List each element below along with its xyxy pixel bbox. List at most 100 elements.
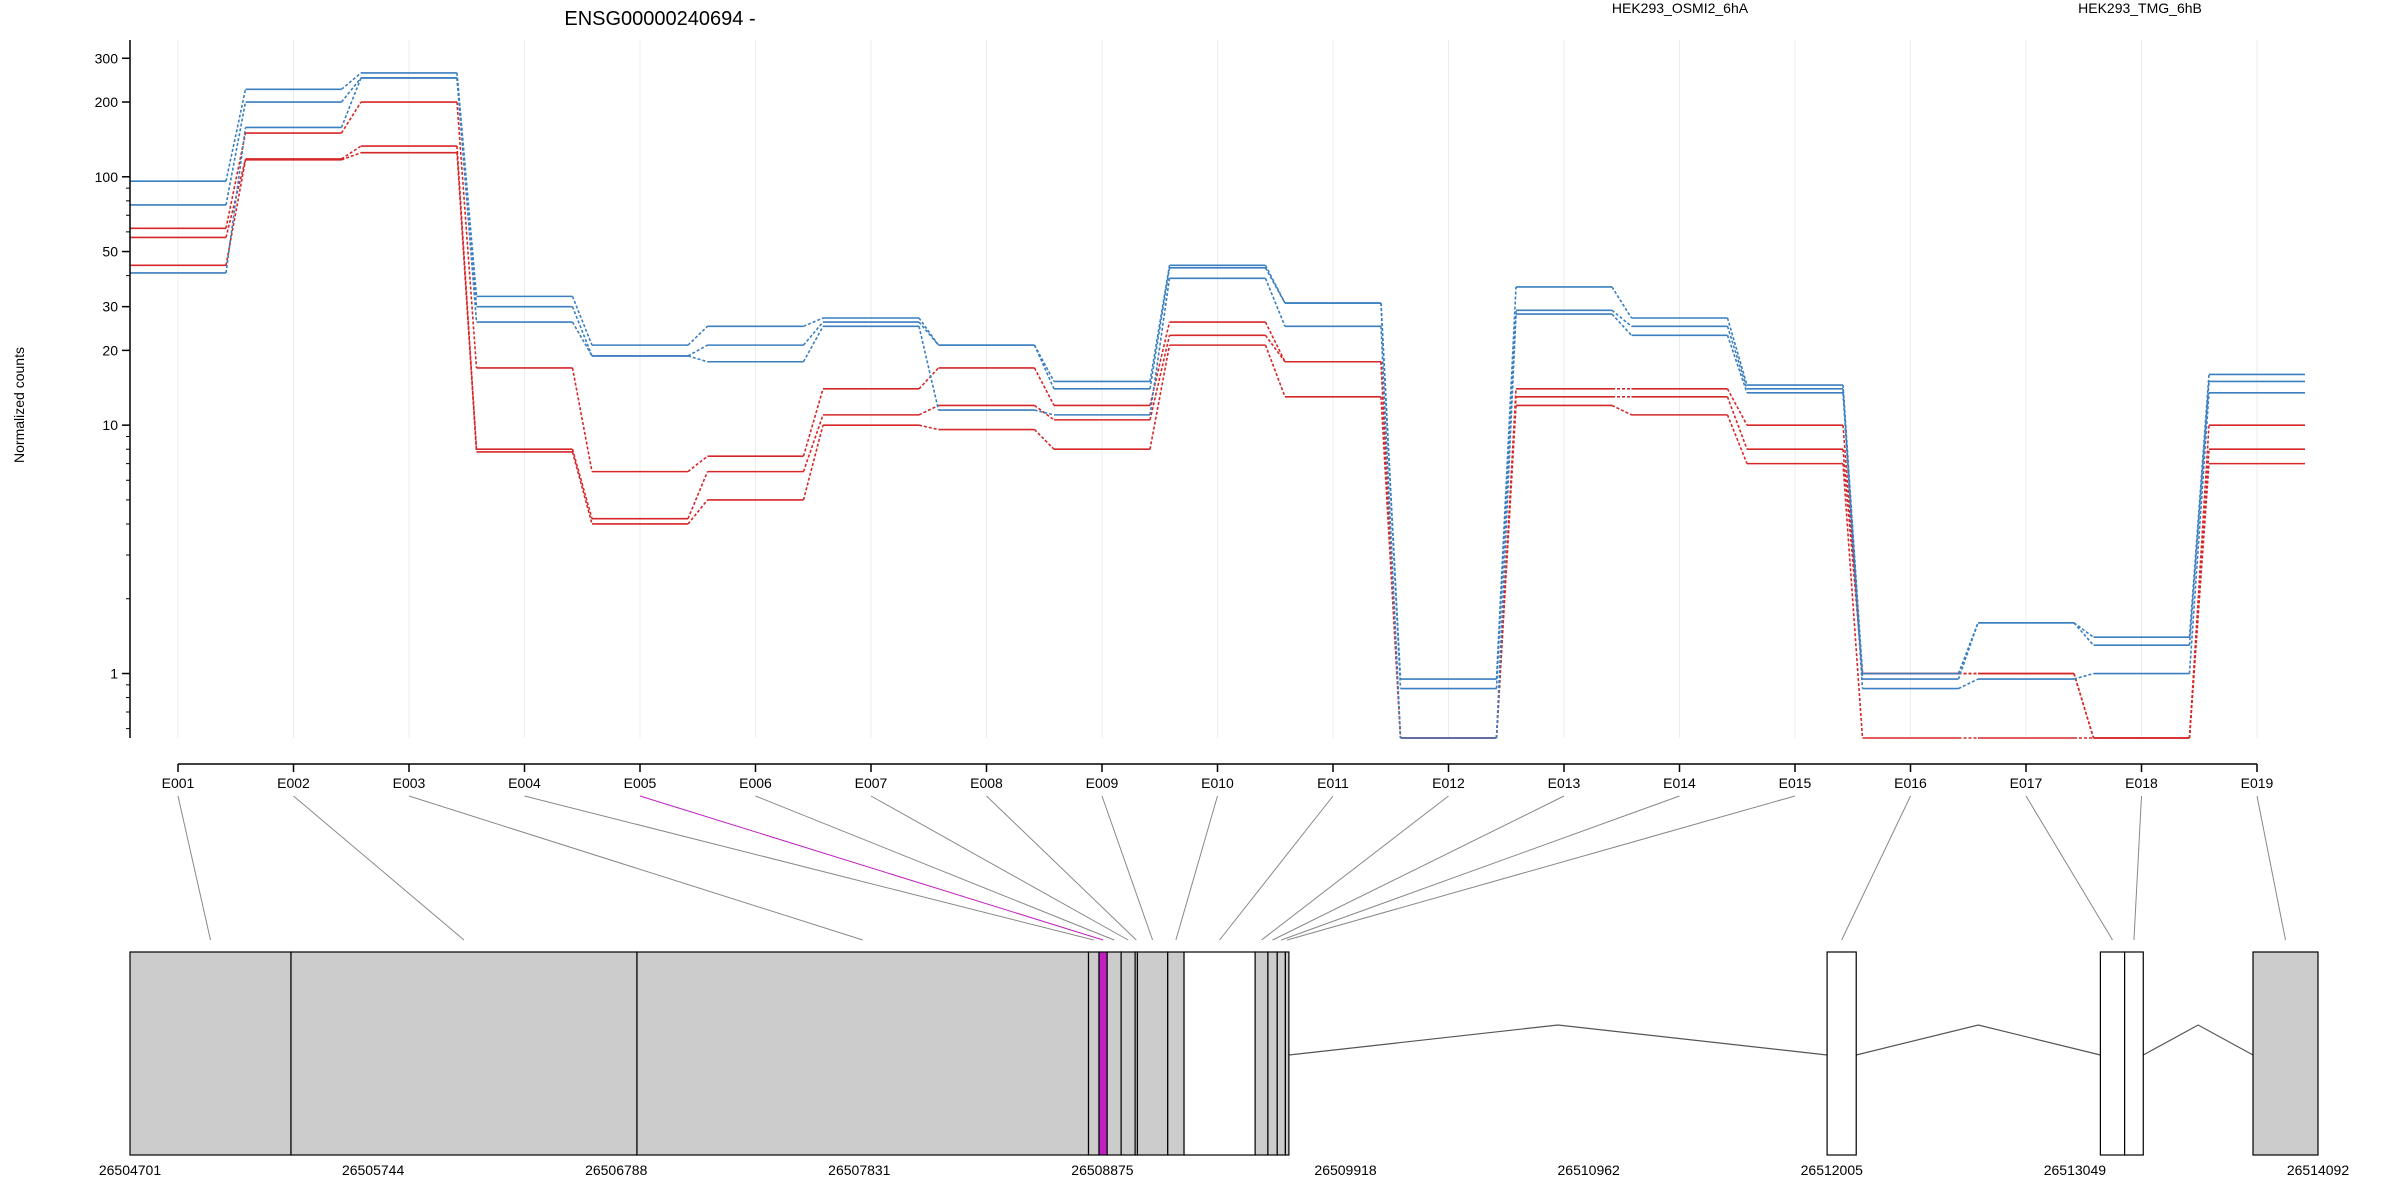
x-tick-label-E017: E017 xyxy=(2010,775,2043,791)
series-2-link-13 xyxy=(1726,414,1748,464)
series-5-link-7 xyxy=(1034,409,1055,416)
series-2-link-6 xyxy=(918,424,939,431)
series-5 xyxy=(130,77,2305,739)
series-1-link-8 xyxy=(1149,335,1171,421)
exon-box-E013 xyxy=(1267,951,1278,1156)
exon-box-E017 xyxy=(2099,951,2126,1156)
connector-E015 xyxy=(1287,795,1796,941)
x-tick-label-E016: E016 xyxy=(1894,775,1927,791)
series-0-link-5 xyxy=(802,388,824,457)
series-4-link-7 xyxy=(1033,344,1055,390)
x-tick-label-E018: E018 xyxy=(2125,775,2158,791)
connector-E007 xyxy=(870,795,1129,941)
connector-E011 xyxy=(1219,795,1334,941)
legend-entry-osmi2: HEK293_OSMI2_6hA xyxy=(1612,0,1749,16)
y-axis-label: Normalized counts xyxy=(11,347,27,463)
exon-box-E006 xyxy=(1106,951,1122,1156)
x-tick-label-E008: E008 xyxy=(970,775,1003,791)
series-4-link-15 xyxy=(1957,622,1979,680)
series-2-link-17 xyxy=(2188,463,2210,739)
exon-box-E012 xyxy=(1254,951,1269,1156)
connector-E001 xyxy=(177,795,211,941)
x-tick-label-E009: E009 xyxy=(1086,775,1119,791)
series-4-link-4 xyxy=(687,344,708,357)
connector-E018 xyxy=(2133,795,2142,941)
series-5-link-3 xyxy=(571,321,593,357)
series-0-link-9 xyxy=(1264,321,1286,363)
intron-1 xyxy=(1856,1024,2101,1056)
y-tick-label-50: 50 xyxy=(102,244,118,260)
connector-E008 xyxy=(986,795,1137,941)
chart-title: ENSG00000240694 - xyxy=(564,8,755,30)
exon-connector-lines xyxy=(177,795,2286,941)
exon-box-E011 xyxy=(1183,951,1256,1156)
series-1-link-17 xyxy=(2188,449,2210,739)
series-2-link-11 xyxy=(1495,405,1517,739)
series-0-link-3 xyxy=(571,367,593,472)
exon-box-E001 xyxy=(129,951,292,1156)
x-tick-label-E010: E010 xyxy=(1201,775,1234,791)
series-0-link-8 xyxy=(1149,321,1171,406)
series-3-link-11 xyxy=(1495,286,1517,680)
coordinate-label-0: 26504701 xyxy=(99,1162,162,1178)
y-tick-label-300: 300 xyxy=(95,50,119,66)
x-tick-label-E005: E005 xyxy=(624,775,657,791)
coordinate-label-8: 26513049 xyxy=(2044,1162,2107,1178)
series-4-link-6 xyxy=(918,321,940,346)
exon-box-E005 xyxy=(1098,951,1108,1156)
exon-box-E007 xyxy=(1120,951,1136,1156)
exon-box-E009 xyxy=(1136,951,1169,1156)
series-0-link-4 xyxy=(687,455,708,473)
intron-2 xyxy=(2142,1024,2254,1056)
y-tick-label-20: 20 xyxy=(102,342,118,358)
x-tick-label-E012: E012 xyxy=(1432,775,1465,791)
x-tick-label-E011: E011 xyxy=(1317,775,1349,791)
series-0-link-7 xyxy=(1033,367,1055,406)
series-2-link-4 xyxy=(687,499,709,525)
series-4-link-10 xyxy=(1380,303,1402,689)
series-5-link-8 xyxy=(1149,278,1171,415)
series-5-link-1 xyxy=(340,77,362,128)
series-3-link-12 xyxy=(1611,286,1633,319)
series-4-link-8 xyxy=(1149,267,1171,389)
series-3-link-9 xyxy=(1264,264,1286,304)
series-5-link-4 xyxy=(687,355,708,363)
coordinate-label-5: 26509918 xyxy=(1314,1162,1377,1178)
series-2-link-14 xyxy=(1842,463,1864,739)
series-5-link-11 xyxy=(1495,314,1517,739)
series-2-link-1 xyxy=(341,151,362,161)
exon-box-E019 xyxy=(2252,951,2319,1156)
series-1-link-6 xyxy=(918,404,939,416)
gene-model: 26504701 26505744 26506788 26507831 26508875… xyxy=(99,951,2349,1178)
axes: 300 200 100 50 30 20 10 1 E001 E002 E003 E004 E005 E0… xyxy=(95,40,2274,791)
exon-box-E003 xyxy=(636,951,1090,1156)
series-1-link-1 xyxy=(341,145,362,160)
series-5-link-17 xyxy=(2188,392,2210,674)
series-2-link-10 xyxy=(1380,396,1402,739)
series-2-link-8 xyxy=(1149,344,1171,450)
series-3-link-5 xyxy=(803,317,824,328)
series-5-link-10 xyxy=(1380,326,1402,739)
y-tick-label-1: 1 xyxy=(110,666,118,682)
exon-box-E002 xyxy=(290,951,638,1156)
series-3-link-1 xyxy=(340,72,362,90)
series-5-link-2 xyxy=(456,77,478,323)
exon-box-E016 xyxy=(1826,951,1857,1156)
series-3-link-17 xyxy=(2188,374,2210,638)
series-5-link-9 xyxy=(1264,278,1286,327)
connector-E003 xyxy=(408,795,863,941)
connector-E009 xyxy=(1101,795,1154,941)
legend-entry-tmg: HEK293_TMG_6hB xyxy=(2078,0,2202,16)
y-tick-label-100: 100 xyxy=(95,169,119,185)
series-0-link-2 xyxy=(456,101,478,368)
series-4-link-5 xyxy=(802,321,824,346)
x-tick-label-E001: E001 xyxy=(162,775,195,791)
connector-E004 xyxy=(524,795,1094,941)
series-4-link-12 xyxy=(1611,309,1633,327)
coordinate-label-2: 26506788 xyxy=(585,1162,648,1178)
intron-0 xyxy=(1288,1024,1828,1056)
grid-lines xyxy=(177,40,2258,738)
connector-E012 xyxy=(1261,795,1449,941)
y-tick-label-30: 30 xyxy=(102,299,118,315)
series-4-link-2 xyxy=(456,77,478,307)
